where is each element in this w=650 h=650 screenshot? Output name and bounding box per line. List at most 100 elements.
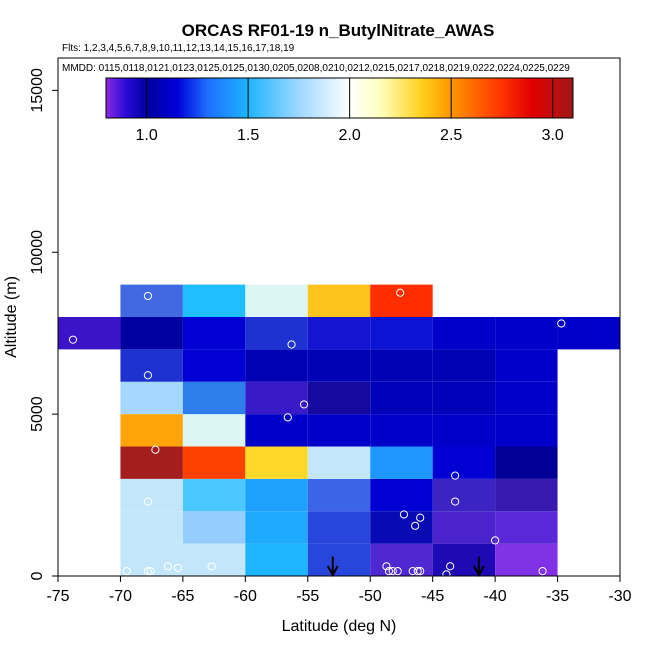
x-tick-label: -65 <box>171 588 194 605</box>
heatmap-cell <box>495 446 558 479</box>
heatmap-cell <box>182 381 246 415</box>
sample-point <box>151 445 160 454</box>
sample-point <box>143 291 153 301</box>
y-tick-label: 10000 <box>29 230 46 275</box>
heatmap-cell <box>307 414 371 447</box>
sample-point <box>538 567 547 576</box>
x-tick-label: -70 <box>109 588 132 605</box>
heatmap-cell <box>307 317 371 350</box>
heatmap-cell <box>432 446 496 479</box>
y-axis-label: Altitude (m) <box>3 276 20 358</box>
heatmap-cell <box>495 478 558 512</box>
x-tick-label: -75 <box>46 588 69 605</box>
colorbar-tick-label: 3.0 <box>542 127 564 144</box>
heatmap-cell <box>182 478 246 512</box>
heatmap-cell <box>432 381 496 415</box>
y-tick-label: 15000 <box>29 68 46 113</box>
heatmap-cell <box>245 349 308 382</box>
heatmap-cell <box>370 478 433 512</box>
heatmap-cell <box>58 317 121 350</box>
sample-point <box>283 413 292 422</box>
heatmap-cell <box>495 349 558 382</box>
sample-point <box>382 562 391 571</box>
sample-point <box>393 567 402 576</box>
sample-point <box>207 562 216 571</box>
sample-point <box>173 563 182 573</box>
heatmap-cell <box>182 511 246 544</box>
heatmap-cell <box>557 317 620 350</box>
sample-point <box>399 510 409 519</box>
heatmap-cell <box>370 349 433 382</box>
x-tick-label: -30 <box>608 588 631 605</box>
heatmap-cell <box>245 446 308 479</box>
heatmap-cell <box>307 511 371 544</box>
sample-point <box>416 567 425 576</box>
sample-point <box>446 562 455 571</box>
mmdd-label: MMDD: 0115,0118,0121,0123,0125,0125,0130… <box>62 63 570 74</box>
sample-point <box>451 471 460 480</box>
sample-point <box>143 371 153 380</box>
colorbar-ticks: 1.0 1.5 2.0 2.5 3.0 <box>135 78 564 144</box>
heatmap-cell <box>120 381 183 415</box>
heatmap-cell <box>495 381 558 415</box>
heatmap-cell <box>307 543 371 576</box>
heatmap-cell <box>432 414 496 447</box>
heatmap-cell <box>182 317 246 350</box>
x-tick-label: -35 <box>546 588 569 605</box>
plot-frame <box>57 57 621 577</box>
heatmap-cell <box>182 446 246 479</box>
heatmap-cell <box>370 381 433 415</box>
sample-arrow <box>473 556 485 578</box>
heatmap-cell <box>370 284 433 317</box>
heatmap-cell <box>307 284 371 317</box>
colorbar-tick-label: 1.5 <box>237 127 259 144</box>
sample-points <box>68 288 566 579</box>
heatmap-cell <box>182 349 246 382</box>
heatmap-cell <box>182 414 246 447</box>
x-axis: -75 -70 -65 -60 -55 -50 -45 -40 -35 -30 <box>46 576 632 605</box>
heatmap-cell <box>495 511 558 544</box>
heatmap-cell <box>495 317 558 350</box>
sample-arrow <box>326 556 339 578</box>
sample-point <box>163 562 173 571</box>
heatmap-cell <box>245 381 308 415</box>
heatmap-cell <box>307 349 371 382</box>
heatmap-cell <box>120 284 183 317</box>
sample-point <box>143 567 153 576</box>
heatmap-cell <box>370 317 433 350</box>
x-tick-label: -50 <box>359 588 382 605</box>
heatmap-cell <box>432 478 496 512</box>
sample-point <box>384 567 394 576</box>
heatmap-cell <box>307 381 371 415</box>
heatmap-cell <box>307 446 371 479</box>
heatmap-cell <box>120 478 183 512</box>
colorbar-gradient <box>105 77 574 119</box>
sample-point <box>299 400 309 409</box>
heatmap-cell <box>120 317 183 350</box>
sample-point <box>388 567 397 576</box>
x-tick-label: -45 <box>421 588 444 605</box>
sample-point <box>413 567 422 576</box>
colorbar-tick-label: 2.5 <box>440 127 462 144</box>
y-tick-label: 5000 <box>29 396 46 432</box>
heatmap-cell <box>307 478 371 512</box>
sample-point <box>143 497 153 506</box>
heatmap-cell <box>495 543 558 576</box>
chart-title: ORCAS RF01-19 n_ButylNitrate_AWAS <box>182 21 495 40</box>
sample-point <box>396 288 405 297</box>
sample-point <box>442 570 451 579</box>
heatmap-cell <box>182 284 246 317</box>
heatmap-cell <box>432 349 496 382</box>
heatmap-cell <box>120 511 183 544</box>
heatmap-cell <box>495 414 558 447</box>
heatmap-cell <box>245 478 308 512</box>
heatmap-cell <box>245 414 308 447</box>
sample-point <box>451 497 460 506</box>
x-axis-label: Latitude (deg N) <box>282 618 397 635</box>
colorbar: 1.0 1.5 2.0 2.5 3.0 <box>105 77 574 144</box>
sample-point <box>122 567 131 576</box>
heatmap-cell <box>182 543 246 576</box>
sample-point <box>411 521 420 530</box>
heatmap-cell <box>370 446 433 479</box>
